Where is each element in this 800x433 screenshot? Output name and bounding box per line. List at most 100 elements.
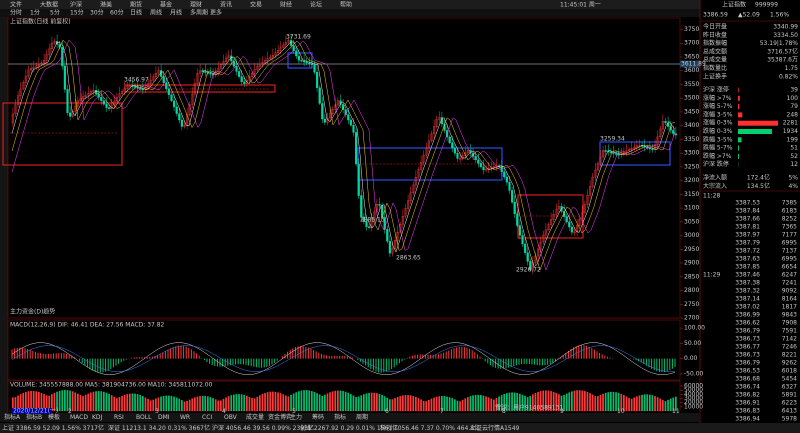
candle <box>22 82 25 90</box>
volume-bar <box>32 390 35 411</box>
volume-tick-label: 20000 <box>684 399 703 406</box>
candle <box>193 83 196 95</box>
candle <box>466 150 469 154</box>
volume-bar <box>344 391 347 411</box>
volume-bar <box>368 392 370 411</box>
volume-bar <box>170 395 173 411</box>
watermark: 雪球：用户9140589131 <box>495 404 563 412</box>
candle <box>425 147 428 156</box>
volume-bar <box>246 395 248 411</box>
candle <box>149 79 152 84</box>
menu-item: 理财 <box>190 0 202 8</box>
candle <box>232 60 235 67</box>
candle <box>656 136 659 145</box>
volume-bar <box>233 394 235 411</box>
indicator-tab: WR <box>180 414 190 421</box>
tick-time: 11:28 <box>703 193 720 200</box>
tick-volume: 6995 <box>782 256 797 263</box>
tick-price: 3386.53 <box>735 368 760 375</box>
menu-item: 帮助 <box>340 0 352 8</box>
volume-bar <box>347 392 350 411</box>
candle <box>224 57 228 62</box>
tick-price: 3386.73 <box>735 336 760 343</box>
volume-bar <box>113 396 116 411</box>
volume-bar <box>311 391 313 411</box>
volume-bar <box>331 391 334 411</box>
candle <box>586 195 589 205</box>
volume-bar <box>110 395 113 411</box>
volume-bar <box>53 392 56 411</box>
candle <box>552 213 555 220</box>
volume-bar <box>542 390 545 411</box>
candle <box>355 132 358 165</box>
volume-bar <box>38 391 40 411</box>
price-annotation: 3259.34 <box>600 136 625 143</box>
tick-volume: 9092 <box>782 288 797 295</box>
dif-line <box>11 342 676 375</box>
candle <box>56 41 59 45</box>
candle <box>433 126 436 134</box>
tick-price: 3386.82 <box>735 392 760 399</box>
volume-bar <box>508 392 511 411</box>
volume-bar <box>147 398 149 411</box>
period-button: 月线 <box>170 9 182 17</box>
volume-bar <box>61 390 64 411</box>
candle <box>435 119 438 127</box>
candle <box>539 241 542 250</box>
candle <box>529 261 532 271</box>
volume-bar <box>251 398 253 411</box>
volume-bar <box>162 395 165 411</box>
candle <box>555 208 558 215</box>
distribution-label: 涨幅 3-5% <box>703 110 733 118</box>
volume-bar <box>194 397 196 411</box>
candle <box>84 94 87 97</box>
tick-volume: 5454 <box>782 376 797 383</box>
volume-bar <box>472 395 474 411</box>
date-cursor: 2020/12/21(一) <box>13 408 58 415</box>
volume-bar <box>103 391 105 411</box>
volume-bar <box>292 393 295 411</box>
volume-bar <box>519 393 521 411</box>
candle <box>482 166 485 171</box>
candle <box>383 217 386 230</box>
volume-bar <box>495 398 498 411</box>
volume-bar <box>324 394 326 411</box>
tick-volume: 7177 <box>782 232 797 239</box>
volume-bar <box>287 396 290 411</box>
tick-time: 11:29 <box>703 272 720 279</box>
candle <box>396 232 399 241</box>
distribution-label: 涨幅 5-7% <box>703 102 733 110</box>
stat-value: 53.19|1.78% <box>760 40 799 47</box>
volume-bar <box>521 394 524 411</box>
quote-pct: 1.56% <box>770 12 789 19</box>
candle <box>284 42 287 46</box>
indicator-tab: 模板 <box>48 413 60 421</box>
volume-bar <box>537 391 539 411</box>
candle <box>76 100 79 107</box>
volume-bar <box>139 394 142 411</box>
candle <box>198 70 202 74</box>
flow-value: 134.5亿 <box>747 182 770 190</box>
volume-bar <box>129 393 131 411</box>
volume-bar <box>399 396 402 411</box>
candle <box>243 81 246 84</box>
stat-value: 3334.50 <box>773 32 798 39</box>
candle <box>417 169 420 178</box>
volume-bar <box>568 392 571 411</box>
candle <box>615 153 618 155</box>
volume-bar <box>628 398 630 411</box>
candle <box>310 63 313 65</box>
volume-bar <box>207 396 209 411</box>
volume-bar <box>87 393 90 411</box>
volume-bar <box>448 397 451 411</box>
candle <box>505 176 508 183</box>
volume-bar <box>121 395 123 411</box>
candle <box>316 71 319 88</box>
macd-panel <box>7 319 681 381</box>
volume-bar <box>337 390 339 411</box>
volume-bar <box>415 396 417 411</box>
volume-bar <box>339 390 342 411</box>
stat-value: 3340.99 <box>773 24 798 31</box>
candle <box>323 118 326 123</box>
volume-bar <box>181 400 183 411</box>
